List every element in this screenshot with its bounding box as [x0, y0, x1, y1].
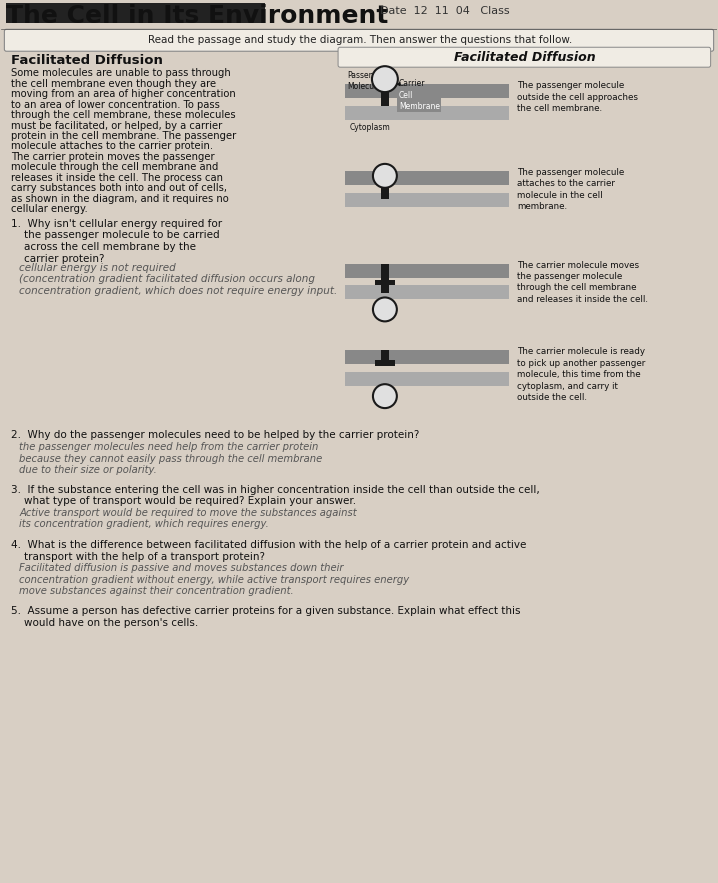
Text: carry substances both into and out of cells,: carry substances both into and out of ce… — [11, 184, 228, 193]
FancyBboxPatch shape — [6, 4, 266, 23]
Text: 1.  Why isn't cellular energy required for
    the passenger molecule to be carr: 1. Why isn't cellular energy required fo… — [11, 219, 223, 263]
Bar — [381, 351, 389, 366]
Text: 5.  Assume a person has defective carrier proteins for a given substance. Explai: 5. Assume a person has defective carrier… — [11, 606, 521, 628]
Text: The passenger molecule
attaches to the carrier
molecule in the cell
membrane.: The passenger molecule attaches to the c… — [518, 168, 625, 211]
Bar — [345, 84, 509, 98]
Bar — [381, 263, 389, 285]
Text: The carrier molecule is ready
to pick up another passenger
molecule, this time f: The carrier molecule is ready to pick up… — [518, 347, 645, 402]
Text: Facilitated Diffusion: Facilitated Diffusion — [11, 54, 163, 67]
Text: cellular energy.: cellular energy. — [11, 204, 88, 215]
Bar — [345, 263, 509, 277]
Bar — [375, 280, 395, 285]
Circle shape — [372, 66, 398, 92]
Text: 3.  If the substance entering the cell was in higher concentration inside the ce: 3. If the substance entering the cell wa… — [11, 485, 540, 507]
Bar — [345, 170, 509, 185]
Text: cellular energy is not required
(concentration gradient facilitated diffusion oc: cellular energy is not required (concent… — [19, 262, 337, 296]
FancyBboxPatch shape — [338, 48, 711, 67]
Text: the cell membrane even though they are: the cell membrane even though they are — [11, 79, 216, 88]
Text: as shown in the diagram, and it requires no: as shown in the diagram, and it requires… — [11, 193, 229, 204]
Bar — [381, 285, 389, 293]
Text: Date  12  11  04   Class: Date 12 11 04 Class — [380, 6, 510, 17]
Text: Active transport would be required to move the substances against
its concentrat: Active transport would be required to mo… — [19, 508, 357, 530]
Bar — [381, 84, 389, 106]
Text: 2.  Why do the passenger molecules need to be helped by the carrier protein?: 2. Why do the passenger molecules need t… — [11, 430, 420, 440]
Text: to an area of lower concentration. To pass: to an area of lower concentration. To pa… — [11, 100, 220, 109]
Text: The Cell in Its Environment: The Cell in Its Environment — [6, 4, 388, 28]
Bar — [345, 373, 509, 386]
Circle shape — [373, 384, 397, 408]
Text: protein in the cell membrane. The passenger: protein in the cell membrane. The passen… — [11, 131, 237, 141]
Text: releases it inside the cell. The process can: releases it inside the cell. The process… — [11, 173, 223, 183]
Circle shape — [373, 164, 397, 188]
Text: Facilitated diffusion is passive and moves substances down their
concentration g: Facilitated diffusion is passive and mov… — [19, 563, 409, 596]
Text: The carrier protein moves the passenger: The carrier protein moves the passenger — [11, 152, 215, 162]
Text: must be facilitated, or helped, by a carrier: must be facilitated, or helped, by a car… — [11, 120, 223, 131]
Text: the passenger molecules need help from the carrier protein
because they cannot e: the passenger molecules need help from t… — [19, 442, 322, 475]
Bar — [345, 351, 509, 365]
Bar — [375, 174, 395, 180]
FancyBboxPatch shape — [4, 29, 714, 51]
Text: 4.  What is the difference between facilitated diffusion with the help of a carr: 4. What is the difference between facili… — [11, 540, 527, 562]
Bar — [375, 360, 395, 366]
Text: through the cell membrane, these molecules: through the cell membrane, these molecul… — [11, 110, 236, 120]
Text: Cytoplasm: Cytoplasm — [350, 123, 391, 132]
Bar — [374, 81, 396, 87]
Bar — [345, 285, 509, 299]
Bar — [345, 106, 509, 120]
Text: Read the passage and study the diagram. Then answer the questions that follow.: Read the passage and study the diagram. … — [148, 35, 572, 45]
Text: Carrier
Molecule: Carrier Molecule — [398, 79, 433, 99]
Bar — [345, 192, 509, 207]
Text: Facilitated Diffusion: Facilitated Diffusion — [454, 50, 595, 64]
Text: Cell
Membrane: Cell Membrane — [398, 91, 440, 110]
Text: The passenger molecule
outside the cell approaches
the cell membrane.: The passenger molecule outside the cell … — [518, 81, 638, 113]
Text: Some molecules are unable to pass through: Some molecules are unable to pass throug… — [11, 68, 231, 79]
Text: molecule through the cell membrane and: molecule through the cell membrane and — [11, 162, 219, 172]
Text: The carrier molecule moves
the passenger molecule
through the cell membrane
and : The carrier molecule moves the passenger… — [518, 260, 648, 304]
Text: moving from an area of higher concentration: moving from an area of higher concentrat… — [11, 89, 236, 99]
Text: Passenger
Molecule: Passenger Molecule — [347, 72, 386, 91]
Circle shape — [373, 298, 397, 321]
Text: molecule attaches to the carrier protein.: molecule attaches to the carrier protein… — [11, 141, 213, 152]
Bar — [381, 180, 389, 199]
